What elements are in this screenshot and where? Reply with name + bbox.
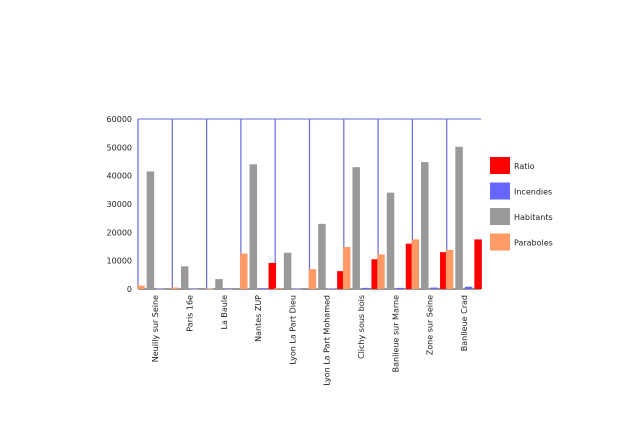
legend-label-ratio: Ratio	[514, 162, 535, 171]
bar-ratio	[440, 252, 448, 289]
bar-habitants	[283, 252, 292, 289]
bar-habitants	[455, 146, 463, 289]
bar-paraboles	[274, 287, 282, 289]
y-tick-label: 20000	[107, 228, 132, 237]
bar-incendies	[156, 288, 164, 290]
y-tick-label: 10000	[107, 257, 132, 266]
x-category-label: Lyon La Part Mohamed	[323, 295, 332, 386]
bar-paraboles	[411, 239, 420, 289]
y-tick-label: 30000	[107, 200, 132, 209]
x-category-label: Banlieue sur Marne	[391, 295, 400, 372]
bar-incendies	[430, 287, 439, 289]
bar-ratio	[268, 262, 277, 289]
bar-habitants	[180, 266, 189, 289]
bar-habitants	[215, 279, 223, 289]
x-axis: Neuilly sur Seine Paris 16e La Baule Nantes…	[151, 295, 469, 386]
bar-habitants	[421, 162, 429, 289]
bar-incendies	[361, 287, 370, 289]
x-category-label: Zone sur Seine	[426, 295, 435, 355]
bar-ratio	[474, 239, 482, 289]
bar-incendies	[190, 288, 198, 290]
x-category-label: Paris 16e	[185, 295, 194, 332]
bar-paraboles	[240, 253, 248, 289]
x-category-label: Nantes ZUP	[254, 295, 263, 342]
legend-label-paraboles: Paraboles	[514, 239, 553, 248]
bar-paraboles	[342, 247, 351, 289]
bar-paraboles	[137, 285, 145, 289]
bar-paraboles	[308, 269, 317, 289]
y-tick-label: 0	[127, 285, 132, 294]
legend: Ratio Incendies Habitants Paraboles	[490, 157, 553, 251]
x-category-label: Banlieue Crad	[460, 295, 469, 351]
bar-incendies	[327, 288, 336, 290]
y-tick-label: 40000	[107, 172, 132, 181]
bar-habitants	[146, 171, 155, 289]
bar-paraboles	[445, 249, 454, 289]
bar-incendies	[293, 288, 301, 290]
bar-habitants	[386, 192, 395, 289]
bar-ratio	[405, 243, 414, 289]
bar-habitants	[249, 164, 258, 289]
bar-incendies	[464, 286, 473, 289]
legend-label-incendies: Incendies	[514, 188, 552, 197]
legend-swatch-ratio	[490, 157, 510, 174]
y-tick-label: 50000	[107, 143, 132, 152]
legend-swatch-paraboles	[490, 233, 510, 251]
bar-incendies	[224, 288, 233, 290]
legend-label-habitants: Habitants	[514, 213, 553, 222]
legend-swatch-habitants	[490, 208, 510, 225]
bar-paraboles	[205, 288, 214, 290]
bar-habitants	[352, 167, 360, 289]
y-axis: 0 10000 20000 30000 40000 50000 60000	[107, 115, 132, 294]
x-category-label: Lyon La Part Dieu	[288, 295, 297, 365]
bars-group	[137, 146, 482, 290]
bar-ratio	[337, 271, 345, 289]
x-category-label: Clichy sous bois	[357, 295, 366, 359]
y-tick-label: 60000	[107, 115, 132, 124]
x-category-label: Neuilly sur Seine	[151, 295, 160, 362]
bar-habitants	[318, 223, 326, 289]
bar-ratio	[371, 259, 379, 289]
legend-swatch-incendies	[490, 182, 510, 200]
bar-paraboles	[171, 287, 179, 289]
bar-incendies	[259, 288, 267, 289]
bar-incendies	[396, 287, 404, 289]
plot-area	[137, 118, 482, 290]
x-category-label: La Baule	[220, 295, 229, 330]
bar-paraboles	[377, 254, 385, 289]
